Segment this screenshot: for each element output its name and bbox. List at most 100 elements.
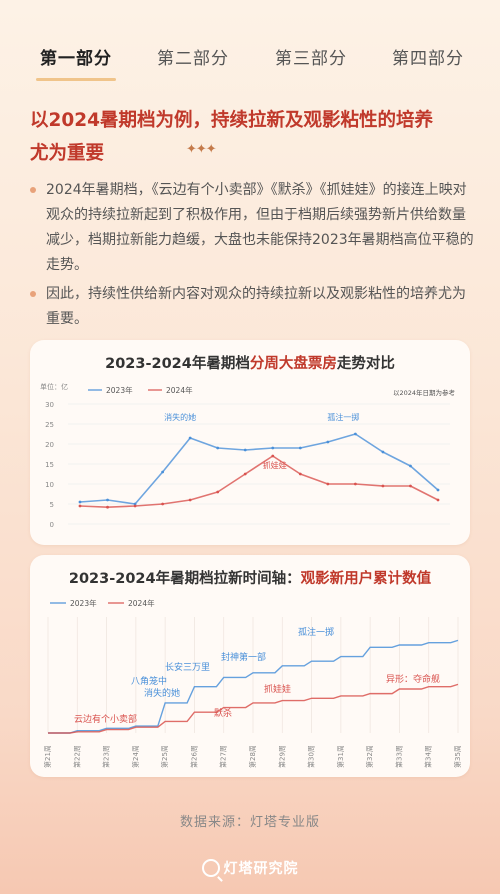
chart2-legend-label: 2023年 xyxy=(70,598,97,608)
data-source: 数据来源：灯塔专业版 xyxy=(179,815,320,830)
chart2-x-tick: 第35周 xyxy=(453,745,462,768)
chart1-title-highlight: 分周大盘票房 xyxy=(249,356,337,372)
chart1-title: 2023-2024年暑期档分周大盘票房走势对比 xyxy=(30,352,470,373)
chart1-unit-label: 单位：亿 xyxy=(40,382,68,391)
chart1-y-tick: 0 xyxy=(50,521,54,529)
chart1-legend-label: 2024年 xyxy=(166,385,193,395)
headline-line-2: 尤为重要 xyxy=(30,143,105,164)
chart2-annotation: 默杀 xyxy=(214,707,232,719)
chart1-legend-label: 2023年 xyxy=(106,385,133,395)
chart2-x-tick: 第33周 xyxy=(394,745,403,768)
chart2-annotation: 抓娃娃 xyxy=(264,683,291,695)
chart2-annotation: 长安三万里 xyxy=(165,661,210,673)
bullet-list: 2024年暑期档，《云边有个小卖部》《默杀》《抓娃娃》的接连上映对观众的持续拉新… xyxy=(30,178,478,336)
chart2-x-tick: 第26周 xyxy=(189,745,198,768)
search-icon xyxy=(201,859,220,877)
bullet-item: 因此，持续性供给新内容对观众的持续拉新以及观影粘性的培养尤为重要。 xyxy=(30,282,478,332)
chart1-data-point xyxy=(436,488,440,492)
chart2-annotation: 孤注一掷 xyxy=(298,626,334,638)
sparkle-icon: ✦✦✦ xyxy=(186,142,217,157)
chart1-data-point xyxy=(436,498,440,502)
chart1-data-point xyxy=(409,464,412,468)
chart1-annotation: 孤注一掷 xyxy=(327,412,359,422)
chart1-data-point xyxy=(188,436,192,440)
chart1-y-tick: 30 xyxy=(45,401,54,409)
chart1-data-point xyxy=(381,450,385,454)
bullet-item: 2024年暑期档，《云边有个小卖部》《默杀》《抓娃娃》的接连上映对观众的持续拉新… xyxy=(30,178,478,278)
chart2-x-tick: 第34周 xyxy=(424,745,433,768)
chart2-x-tick: 第32周 xyxy=(365,745,374,768)
chart1-y-tick: 25 xyxy=(45,421,54,429)
chart2-x-tick: 第23周 xyxy=(102,745,111,768)
chart2-annotation: 消失的她 xyxy=(144,687,180,699)
chart2-series-line xyxy=(48,639,459,734)
chart2-annotation: 异形：夺命舰 xyxy=(386,673,440,685)
chart1-data-point xyxy=(409,484,412,488)
chart1-data-point xyxy=(78,500,82,504)
chart1-data-point xyxy=(326,440,330,444)
chart2-x-tick: 第29周 xyxy=(277,745,286,768)
chart1-annotation: 消失的她 xyxy=(164,412,196,422)
chart1-series-line xyxy=(79,455,439,508)
chart1-data-point xyxy=(271,446,275,450)
chart2-annotation: 八角笼中 xyxy=(131,675,167,687)
chart2-x-tick: 第30周 xyxy=(307,745,316,768)
tab-part-3[interactable]: 第三部分 xyxy=(275,49,347,69)
chart1-data-point xyxy=(133,502,137,506)
chart2-x-tick: 第28周 xyxy=(248,745,257,768)
chart2-x-tick: 第22周 xyxy=(72,745,81,768)
chart2-x-tick: 第24周 xyxy=(131,745,140,768)
chart1-data-point xyxy=(78,504,82,508)
chart1-data-point xyxy=(381,484,385,488)
section-tabs: 第一部分 第二部分 第三部分 第四部分 xyxy=(0,44,500,84)
chart1-data-point xyxy=(298,446,302,450)
chart1-note: 以2024年日期为参考 xyxy=(393,388,456,397)
weekly-boxoffice-card: 2023-2024年暑期档分周大盘票房走势对比 单位：亿以2024年日期为参考 2… xyxy=(30,340,470,545)
chart1-title-suffix: 走势对比 xyxy=(336,356,395,372)
chart1-data-point xyxy=(216,490,220,494)
chart2-x-tick: 第25周 xyxy=(160,745,169,768)
chart2-annotation: 封神第一部 xyxy=(221,651,266,663)
chart2-legend-label: 2024年 xyxy=(128,598,155,608)
chart1-title-prefix: 2023-2024年暑期档 xyxy=(105,356,250,372)
active-tab-indicator xyxy=(36,78,116,81)
tab-part-2[interactable]: 第二部分 xyxy=(157,49,229,69)
chart1-series-line xyxy=(79,433,439,505)
chart1-data-point xyxy=(161,502,165,506)
chart2-title: 2023-2024年暑期档拉新时间轴：观影新用户累计数值 xyxy=(30,567,470,588)
chart2-x-tick: 第31周 xyxy=(336,745,345,768)
new-users-card: 2023-2024年暑期档拉新时间轴：观影新用户累计数值 2023年 2024年第… xyxy=(30,555,470,777)
chart1-y-tick: 5 xyxy=(50,501,54,509)
chart1-data-point xyxy=(298,472,302,476)
headline: 以2024暑期档为例，持续拉新及观影粘性的培养 尤为重要 xyxy=(30,104,480,170)
chart2-series-line xyxy=(48,683,459,734)
headline-line-1: 以2024暑期档为例，持续拉新及观影粘性的培养 xyxy=(30,110,433,131)
chart1-data-point xyxy=(326,482,330,486)
chart1-data-point xyxy=(271,454,275,458)
brand-footer: 灯塔研究院 xyxy=(0,858,500,878)
chart1-annotation: 抓娃娃 xyxy=(263,460,287,470)
chart1-data-point xyxy=(353,432,357,436)
chart1-data-point xyxy=(353,482,357,486)
chart2-annotation: 云边有个小卖部 xyxy=(74,713,137,725)
chart1-y-tick: 20 xyxy=(45,441,54,449)
chart2-title-prefix: 2023-2024年暑期档拉新时间轴： xyxy=(68,571,301,587)
chart2-x-tick: 第27周 xyxy=(219,745,228,768)
chart1-data-point xyxy=(106,498,109,502)
chart1-data-point xyxy=(188,498,192,502)
chart2-title-highlight: 观影新用户累计数值 xyxy=(300,571,432,587)
chart1-data-point xyxy=(133,504,137,508)
chart1-data-point xyxy=(216,446,220,450)
chart1-y-tick: 15 xyxy=(45,461,54,469)
chart1-data-point xyxy=(161,470,165,474)
chart1-data-point xyxy=(106,505,109,509)
chart2-x-tick: 第21周 xyxy=(43,745,52,768)
tab-part-1[interactable]: 第一部分 xyxy=(40,49,112,69)
brand-name: 灯塔研究院 xyxy=(223,861,299,877)
tab-part-4[interactable]: 第四部分 xyxy=(392,49,464,69)
chart1-data-point xyxy=(243,448,247,452)
chart1-y-tick: 10 xyxy=(45,481,54,489)
chart1-data-point xyxy=(243,472,247,476)
